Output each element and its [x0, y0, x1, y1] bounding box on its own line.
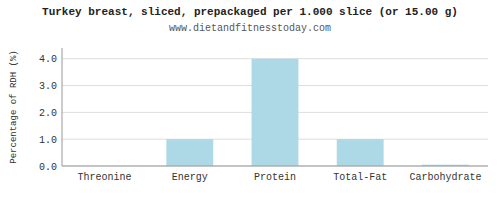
bars: [166, 59, 468, 166]
x-tick-label: Carbohydrate: [409, 172, 481, 183]
bar: [166, 139, 213, 166]
x-axis-line: [62, 166, 488, 167]
grid: [62, 59, 488, 166]
grid-line: [62, 166, 488, 167]
x-tick-label: Threonine: [78, 172, 132, 183]
y-tick-label: 4.0: [39, 54, 57, 65]
x-tick-label: Protein: [254, 172, 296, 183]
y-tick-label: 0.0: [39, 162, 57, 173]
y-axis-line: [62, 48, 63, 166]
x-tick-label: Energy: [172, 172, 208, 183]
y-axis-label: Percentage of RDH (%): [9, 50, 19, 163]
subtitle: www.dietandfitnesstoday.com: [169, 23, 331, 34]
y-tick-label: 2.0: [39, 108, 57, 119]
title: Turkey breast, sliced, prepackaged per 1…: [42, 6, 458, 18]
chart-container: Turkey breast, sliced, prepackaged per 1…: [0, 0, 500, 200]
chart: Turkey breast, sliced, prepackaged per 1…: [0, 0, 500, 200]
y-tick-label: 3.0: [39, 81, 57, 92]
y-tick-label: 1.0: [39, 135, 57, 146]
bar: [337, 139, 384, 166]
x-tick-label: Total-Fat: [333, 172, 387, 183]
bar: [252, 59, 299, 166]
